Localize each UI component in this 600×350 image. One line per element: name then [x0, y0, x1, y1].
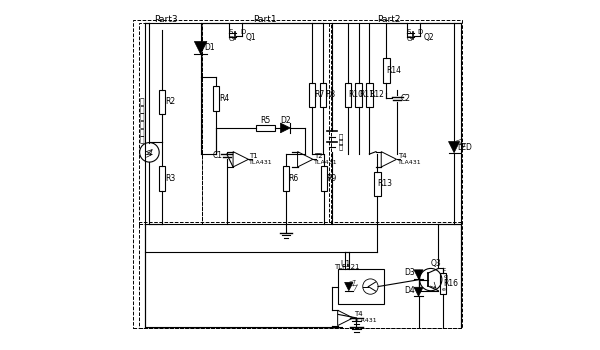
Text: U1: U1 [340, 260, 350, 269]
Text: R5: R5 [260, 116, 270, 125]
Text: q: q [443, 274, 448, 279]
Text: R4: R4 [219, 94, 229, 103]
Bar [331, 23, 454, 224]
Bar [344, 83, 351, 107]
Text: 池: 池 [140, 128, 145, 137]
Bar [355, 83, 362, 107]
Bar [159, 90, 166, 114]
Bar [202, 23, 329, 224]
Text: 电: 电 [140, 120, 145, 129]
Bar [133, 20, 462, 328]
Text: T4: T4 [398, 153, 406, 159]
Text: R16: R16 [443, 279, 458, 288]
Bar [283, 166, 289, 191]
Bar [256, 125, 275, 131]
Text: R9: R9 [326, 174, 337, 183]
Bar [309, 83, 316, 107]
Bar [320, 166, 327, 191]
Bar [383, 58, 389, 83]
Text: 蓄: 蓄 [338, 133, 343, 140]
Bar [374, 172, 380, 196]
Text: 板: 板 [140, 136, 145, 145]
Bar [320, 83, 326, 107]
Text: C2: C2 [401, 94, 411, 103]
Bar [159, 166, 166, 191]
Text: Q2: Q2 [424, 33, 434, 42]
Text: D3: D3 [404, 268, 415, 277]
Text: C1: C1 [213, 151, 223, 160]
Text: R2: R2 [165, 97, 175, 106]
Bar [366, 83, 373, 107]
Polygon shape [414, 270, 423, 279]
Text: G: G [406, 36, 412, 42]
Polygon shape [414, 287, 423, 296]
Text: Part3: Part3 [154, 15, 178, 24]
Text: Q3: Q3 [431, 259, 442, 268]
Text: S: S [406, 29, 411, 35]
Text: TLA431: TLA431 [314, 160, 338, 164]
Text: Part1: Part1 [253, 15, 277, 24]
Text: R3: R3 [165, 174, 175, 183]
Text: S: S [229, 29, 233, 35]
Polygon shape [344, 282, 353, 291]
Text: 阳: 阳 [140, 105, 145, 114]
Text: R13: R13 [377, 179, 392, 188]
Text: TLA431: TLA431 [398, 160, 421, 164]
Text: R11: R11 [359, 90, 374, 99]
Polygon shape [194, 42, 207, 54]
Text: 能: 能 [140, 113, 145, 122]
Text: Part2: Part2 [377, 15, 401, 24]
Text: R10: R10 [348, 90, 363, 99]
Polygon shape [449, 141, 460, 153]
Text: D: D [418, 29, 423, 35]
Text: c: c [442, 267, 446, 272]
Bar [440, 273, 446, 294]
Text: R7: R7 [315, 90, 325, 99]
Bar [139, 222, 461, 328]
Text: D1: D1 [204, 43, 215, 52]
Bar [139, 23, 202, 224]
Text: TLA431: TLA431 [354, 318, 377, 323]
Text: T2: T2 [314, 153, 323, 159]
Text: D: D [240, 29, 245, 35]
Bar [338, 269, 383, 304]
Text: LED: LED [457, 142, 472, 152]
Text: R6: R6 [289, 174, 299, 183]
Text: D2: D2 [280, 116, 290, 125]
Text: TLP521: TLP521 [334, 264, 360, 271]
Text: G: G [229, 36, 234, 42]
Text: R8: R8 [325, 90, 335, 99]
Text: R14: R14 [386, 66, 401, 75]
Text: T1: T1 [250, 153, 258, 159]
Text: Q1: Q1 [246, 33, 257, 42]
Text: R12: R12 [370, 90, 385, 99]
Text: 太: 太 [140, 97, 145, 106]
Bar [213, 86, 220, 111]
Text: 电: 电 [338, 139, 343, 145]
Text: 池: 池 [338, 144, 343, 150]
Polygon shape [280, 123, 290, 133]
Text: TLA431: TLA431 [250, 160, 273, 164]
Text: D4: D4 [404, 286, 415, 295]
Text: T4: T4 [354, 312, 362, 317]
Text: e: e [442, 287, 446, 292]
